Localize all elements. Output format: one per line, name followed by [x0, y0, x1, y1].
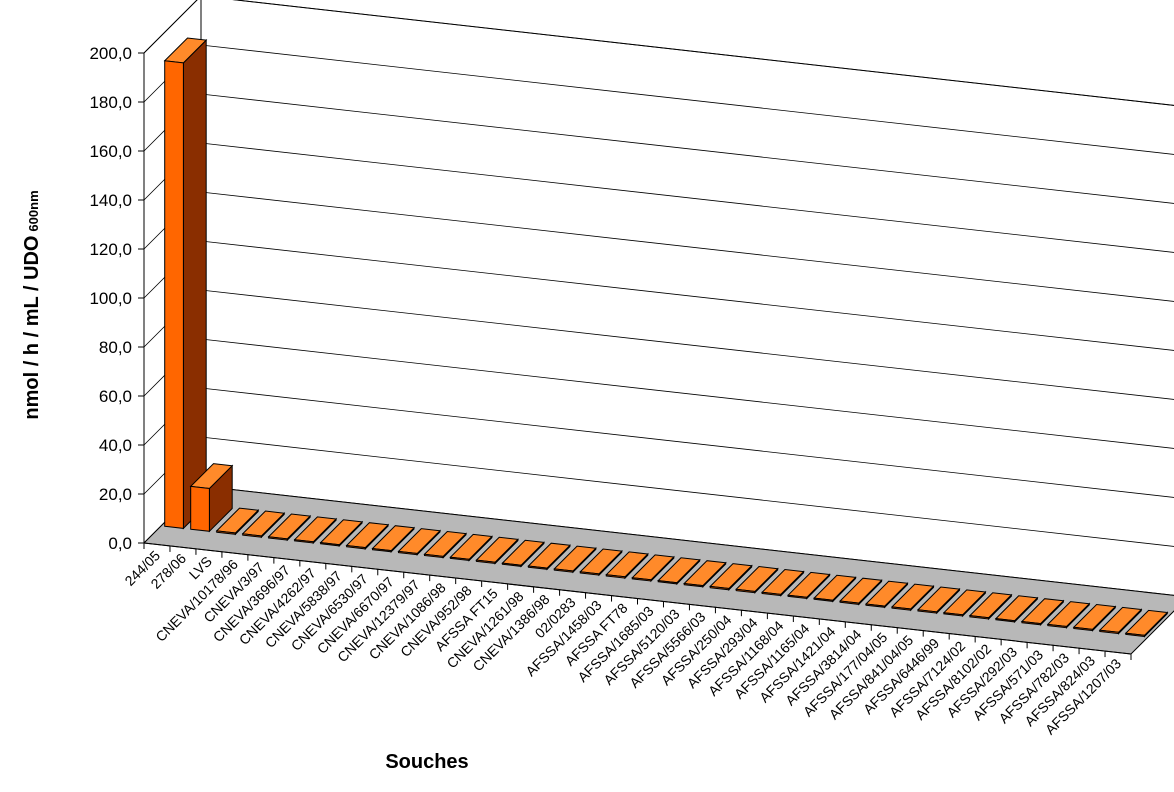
bar-front — [424, 553, 444, 559]
bar — [787, 571, 831, 600]
bar-front — [735, 588, 756, 594]
bar-front — [346, 544, 366, 550]
bar — [267, 513, 312, 542]
bar-front — [787, 594, 808, 600]
bar-front — [527, 565, 548, 570]
bar — [839, 577, 883, 606]
bar — [968, 592, 1013, 621]
bar — [631, 554, 675, 583]
bar — [397, 528, 442, 556]
bar-front — [969, 615, 990, 620]
bar-side — [182, 38, 207, 530]
bar — [319, 519, 364, 548]
bar — [864, 580, 909, 609]
bar — [579, 548, 623, 577]
y-tick-label: 60,0 — [99, 387, 132, 406]
bar — [163, 37, 208, 530]
bar — [657, 557, 701, 586]
y-tick-label: 0,0 — [108, 534, 132, 553]
bar-front — [190, 485, 210, 532]
x-tick-labels: 244/05278/06LVSCNEVA/10178/96CNEVA/3/97C… — [121, 547, 1124, 737]
bar-front — [320, 542, 340, 547]
bar-front — [1021, 620, 1042, 626]
y-tick-label: 160,0 — [89, 142, 132, 161]
bars — [163, 37, 1169, 638]
bar — [189, 463, 234, 533]
bar — [553, 545, 597, 574]
bar-front — [891, 606, 912, 611]
bar — [890, 583, 935, 612]
y-axis-title-subscript: 600nm — [26, 190, 41, 231]
bar — [215, 507, 260, 536]
y-tick-label: 80,0 — [99, 338, 132, 357]
bar — [813, 574, 857, 603]
bar-front — [164, 60, 184, 529]
bar — [449, 533, 493, 562]
bar-front — [475, 559, 496, 565]
y-tick-labels: 0,0 20,0 40,0 60,0 80,0 100,0 120,0 140,0 160,0 1… — [89, 44, 132, 553]
bar-front — [1047, 623, 1067, 629]
bar-front — [553, 568, 574, 573]
bar — [241, 510, 286, 539]
y-tick-label: 100,0 — [89, 289, 132, 308]
bar — [423, 530, 468, 559]
bar-front — [372, 547, 392, 553]
y-axis-title: nmol / h / mL / UDO 600nm — [21, 190, 43, 419]
bar — [1046, 601, 1091, 629]
bar — [994, 595, 1039, 624]
bar — [475, 536, 519, 565]
bar-front — [683, 582, 704, 588]
bar-front — [398, 550, 418, 556]
bar — [761, 568, 805, 597]
bar — [1020, 598, 1065, 627]
x-axis-title: Souches — [385, 751, 468, 773]
y-tick-label: 120,0 — [89, 240, 132, 259]
y-tick-label: 40,0 — [99, 436, 132, 455]
bar — [735, 565, 779, 594]
bar — [605, 551, 649, 580]
bar-front — [995, 618, 1016, 623]
bar — [683, 560, 727, 589]
bar — [501, 539, 545, 568]
bar-front — [943, 612, 964, 617]
bar-front — [579, 571, 600, 576]
bar — [1098, 606, 1143, 635]
bar — [916, 586, 961, 615]
bar-front — [501, 562, 522, 567]
bar-front — [605, 574, 626, 579]
bar-front — [1073, 626, 1093, 632]
bar-front — [631, 577, 652, 582]
bar-front — [268, 536, 288, 541]
bar-front — [761, 591, 782, 597]
bar-front — [657, 580, 678, 585]
bar — [709, 563, 753, 592]
y-tick-label: 200,0 — [89, 44, 132, 63]
bar-front — [294, 539, 314, 544]
bar — [1072, 603, 1117, 632]
bar-front — [1125, 632, 1145, 638]
bar — [293, 516, 338, 545]
bar-front — [865, 603, 886, 608]
bar-front — [242, 533, 262, 538]
axes — [138, 52, 1132, 660]
bar-front — [449, 556, 470, 562]
y-tick-label: 180,0 — [89, 93, 132, 112]
bar — [942, 589, 987, 618]
bar-front — [917, 609, 938, 614]
y-tick-label: 20,0 — [99, 485, 132, 504]
y-axis-title-main: nmol / h / mL / UDO — [21, 236, 43, 420]
gridline — [143, 0, 1174, 106]
bar-front — [813, 597, 834, 602]
bar — [1124, 609, 1169, 638]
bar — [345, 522, 390, 551]
bar-front — [1099, 629, 1119, 635]
bar-front — [839, 600, 860, 605]
y-tick-label: 140,0 — [89, 191, 132, 210]
bar — [527, 542, 571, 571]
bar-front — [709, 585, 730, 591]
bar-front — [216, 530, 236, 535]
bar — [371, 525, 416, 554]
